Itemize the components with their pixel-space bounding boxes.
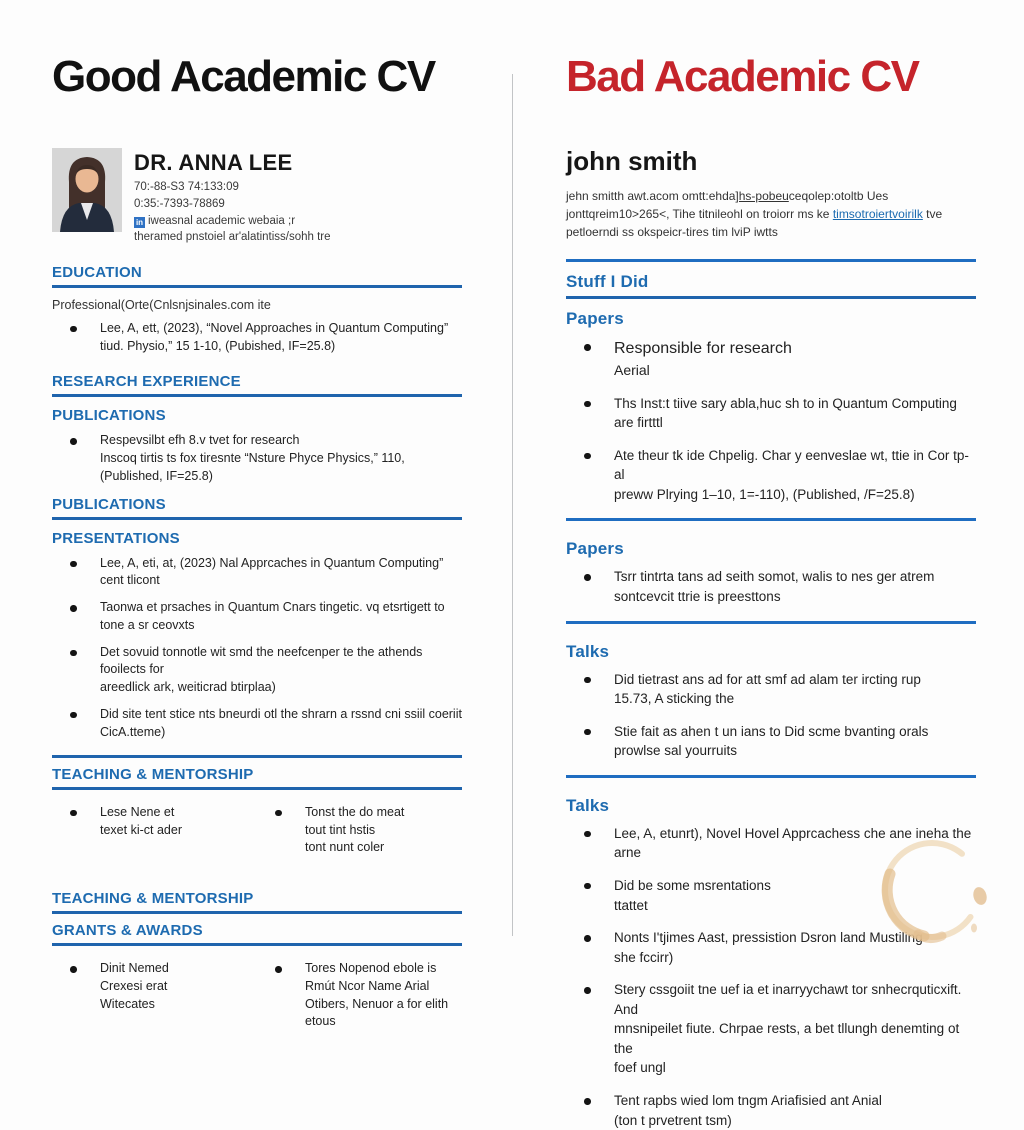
website-link[interactable]: iweasnal academic webaia ;r: [148, 214, 296, 227]
grants-col-2: Tores Nopenod ebole is Rmút Ncor Name Ar…: [257, 960, 462, 1040]
list-item: Lee, A, etunrt), Novel Hovel Apprcachess…: [584, 824, 976, 863]
section-heading-talks-1: Talks: [566, 641, 610, 661]
talks-list-2: Lee, A, etunrt), Novel Hovel Apprcachess…: [566, 824, 976, 1130]
list-item: Det sovuid tonnotle wit smd the neefcenp…: [70, 644, 462, 697]
list-item: Lee, A, eti, at, (2023) Nal Apprcaches i…: [70, 555, 462, 591]
section-rule: [566, 774, 976, 778]
phone-line-1: 70:-88-S3 74:133:09: [134, 181, 239, 194]
section-heading-teaching-1: TEACHING & MENTORSHIP: [52, 766, 462, 790]
list-item: Tsrr tintrta tans ad seith somot, walis …: [584, 567, 976, 606]
section-heading-papers-1: Papers: [566, 309, 624, 329]
good-cv-title: Good Academic CV: [52, 52, 436, 101]
bad-cv-panel: Bad Academic CV john smith jehn smitth a…: [512, 0, 1024, 1128]
website-line: in iweasnal academic webaia ;r: [134, 213, 331, 230]
papers-list-1: Responsible for research Aerial Ths Inst:…: [566, 337, 976, 504]
talks-list-1: Did tietrast ans ad for att smf ad alam …: [566, 670, 976, 761]
list-item: Responsible for research Aerial: [584, 337, 976, 380]
list-item: Tonst the do meat tout tint hstis tont n…: [275, 804, 462, 857]
list-item: Stie fait as ahen t un ians to Did scme …: [584, 722, 976, 761]
section-heading-education: EDUCATION: [52, 264, 462, 288]
section-heading-stuff-i-did: Stuff I Did: [566, 272, 976, 300]
list-item: Ths Inst:t tiive sary abla,huc sh to in …: [584, 394, 976, 433]
section-rule: [566, 518, 976, 522]
presentations-list: Lee, A, eti, at, (2023) Nal Apprcaches i…: [52, 555, 462, 742]
list-item: Ate theur tk ide Chpelig. Char y eenvesl…: [584, 446, 976, 505]
grants-col-1: Dinit Nemed Crexesi erat Witecates: [52, 960, 257, 1040]
headshot-graphic: [52, 148, 122, 233]
linkedin-icon[interactable]: in: [134, 216, 145, 228]
profile-photo: [52, 148, 122, 233]
list-item: Tent rapbs wied lom tngm Ariafisied ant …: [584, 1091, 976, 1130]
teaching-col-2: Tonst the do meat tout tint hstis tont n…: [257, 804, 462, 866]
section-rule: [566, 620, 976, 624]
intro-link-1[interactable]: ]hs-pobeu: [735, 189, 789, 204]
section-heading-teaching-2: TEACHING & MENTORSHIP: [52, 890, 462, 915]
list-item: Lee, A, ett, (2023), “Novel Approaches i…: [70, 320, 462, 356]
bad-cv-title: Bad Academic CV: [566, 52, 920, 101]
list-item: Dinit Nemed Crexesi erat Witecates: [70, 960, 257, 1013]
section-rule: [566, 259, 976, 263]
section-heading-research-experience: RESEARCH EXPERIENCE: [52, 373, 462, 398]
education-list: Lee, A, ett, (2023), “Novel Approaches i…: [52, 320, 462, 356]
center-divider: [512, 74, 513, 936]
intro-link-2[interactable]: timsotroiertvoirilk: [832, 207, 923, 222]
section-heading-presentations: PRESENTATIONS: [52, 529, 180, 547]
section-heading-publications-1: PUBLICATIONS: [52, 407, 166, 425]
list-item: Lese Nene et texet ki-ct ader: [70, 804, 257, 840]
phone-line-2: 0:35:-7393-78869: [134, 197, 225, 210]
list-item: Did tietrast ans ad for att smf ad alam …: [584, 670, 976, 709]
list-item: Did be some msrentations ttattet: [584, 876, 976, 915]
section-heading-publications-2: PUBLICATIONS: [52, 496, 462, 520]
list-item: Did site tent stice nts bneurdi otl the …: [70, 706, 462, 742]
intro-line-2: jonttqreim10>265<, Tihe titnileohl on tr…: [566, 207, 943, 222]
teaching-columns: Lese Nene et texet ki-ct ader Tonst the …: [52, 794, 462, 876]
section-heading-talks-2: Talks: [566, 795, 610, 815]
list-item: Taonwa et prsaches in Quantum Cnars ting…: [70, 599, 462, 635]
papers-list-2: Tsrr tintrta tans ad seith somot, walis …: [566, 567, 976, 606]
contact-info: DR. ANNA LEE 70:-88-S3 74:133:09 0:35:-7…: [134, 148, 331, 246]
good-cv-panel: Good Academic CV DR. ANNA LEE 70:-88-S3 …: [0, 0, 512, 1028]
candidate-name: john smith: [566, 146, 698, 177]
publications-list: Respevsilbt efh 8.v tvet for research In…: [52, 432, 462, 485]
intro-paragraph: jehn smitth awt.acom omtt:ehda]hs-pobeuc…: [566, 187, 976, 241]
list-item: Nonts I'tjimes Aast, pressistion Dsron l…: [584, 928, 976, 967]
intro-line-1: jehn smitth awt.acom omtt:ehda]hs-pobeuc…: [566, 189, 889, 204]
grants-columns: Dinit Nemed Crexesi erat Witecates Tores…: [52, 950, 462, 1050]
education-intro: Professional(Orte(Cnlsnjsinales.com ite: [52, 297, 271, 312]
intro-line-3: petloerndi ss okspeicr-tires tim lviP iw…: [566, 225, 778, 240]
teaching-col-1: Lese Nene et texet ki-ct ader: [52, 804, 257, 866]
candidate-name: DR. ANNA LEE: [134, 150, 293, 176]
list-item: Respevsilbt efh 8.v tvet for research In…: [70, 432, 462, 485]
section-rule: [52, 755, 462, 758]
profile-block: DR. ANNA LEE 70:-88-S3 74:133:09 0:35:-7…: [52, 148, 462, 246]
email-line: theramed pnstoiel ar'alatintiss/sohh tre: [134, 231, 331, 244]
list-item: Tores Nopenod ebole is Rmút Ncor Name Ar…: [275, 960, 462, 1031]
list-item: Stery cssgoiit tne uef ia et inarryychaw…: [584, 980, 976, 1078]
section-heading-papers-2: Papers: [566, 539, 624, 559]
section-heading-grants: GRANTS & AWARDS: [52, 922, 462, 947]
